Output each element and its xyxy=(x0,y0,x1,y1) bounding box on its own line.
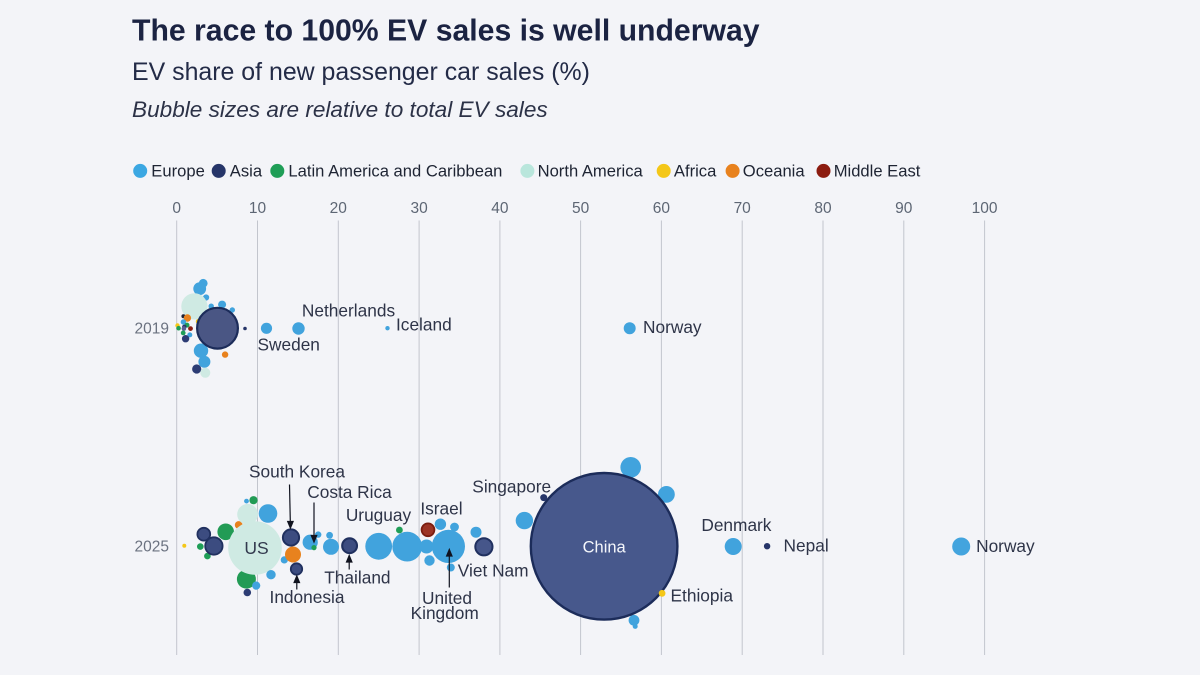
svg-text:Oceania: Oceania xyxy=(743,161,806,180)
svg-text:South Korea: South Korea xyxy=(249,462,345,482)
svg-text:80: 80 xyxy=(814,200,832,217)
svg-text:Africa: Africa xyxy=(674,161,717,180)
svg-text:0: 0 xyxy=(172,200,181,217)
svg-text:Indonesia: Indonesia xyxy=(270,587,345,607)
svg-text:Nepal: Nepal xyxy=(784,536,829,556)
svg-text:20: 20 xyxy=(330,200,348,217)
svg-text:Ethiopia: Ethiopia xyxy=(671,586,734,606)
svg-text:Europe: Europe xyxy=(151,161,205,180)
svg-text:60: 60 xyxy=(653,200,671,217)
svg-text:90: 90 xyxy=(895,200,913,217)
svg-text:The race to 100% EV sales is w: The race to 100% EV sales is well underw… xyxy=(132,15,760,48)
svg-text:40: 40 xyxy=(491,200,509,217)
svg-text:30: 30 xyxy=(410,200,428,217)
svg-text:Thailand: Thailand xyxy=(324,568,390,588)
svg-text:70: 70 xyxy=(734,200,752,217)
svg-text:Middle East: Middle East xyxy=(834,161,921,180)
svg-text:Viet Nam: Viet Nam xyxy=(458,561,529,581)
svg-text:10: 10 xyxy=(249,200,267,217)
svg-text:Costa Rica: Costa Rica xyxy=(307,482,392,502)
svg-text:China: China xyxy=(583,539,627,557)
svg-text:Singapore: Singapore xyxy=(472,477,551,497)
svg-text:Kingdom: Kingdom xyxy=(411,603,479,623)
svg-text:Norway: Norway xyxy=(643,317,702,337)
svg-text:2019: 2019 xyxy=(135,321,169,338)
svg-text:2025: 2025 xyxy=(135,539,169,556)
svg-text:Israel: Israel xyxy=(420,499,462,519)
svg-text:US: US xyxy=(244,538,268,558)
svg-text:Bubble sizes are relative to t: Bubble sizes are relative to total EV sa… xyxy=(132,97,548,122)
svg-text:Iceland: Iceland xyxy=(396,315,452,335)
svg-text:Latin America and Caribbean: Latin America and Caribbean xyxy=(288,161,502,180)
svg-text:Netherlands: Netherlands xyxy=(302,301,396,321)
svg-text:Norway: Norway xyxy=(976,536,1035,556)
svg-text:Sweden: Sweden xyxy=(257,335,319,355)
svg-text:Denmark: Denmark xyxy=(701,515,771,535)
svg-text:100: 100 xyxy=(972,200,998,217)
svg-text:50: 50 xyxy=(572,200,590,217)
svg-text:United: United xyxy=(422,588,472,608)
svg-text:Asia: Asia xyxy=(230,161,263,180)
svg-text:EV share of new passenger car: EV share of new passenger car sales (%) xyxy=(132,58,590,86)
svg-text:Uruguay: Uruguay xyxy=(346,505,412,525)
svg-text:North America: North America xyxy=(538,161,644,180)
